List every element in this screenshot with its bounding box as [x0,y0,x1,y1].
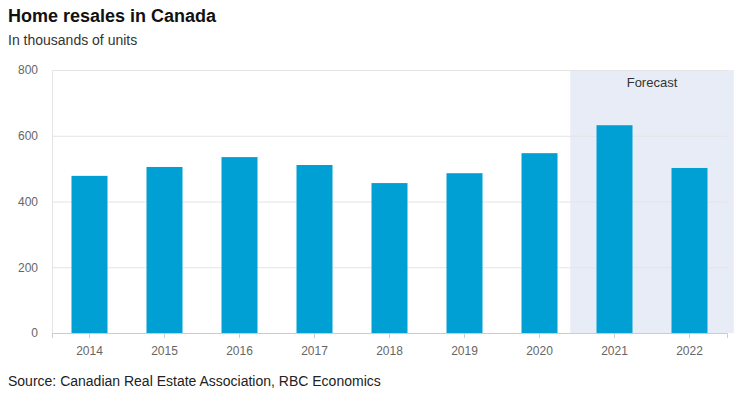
bar [147,167,183,333]
x-tick: 2022 [676,333,703,358]
bars [72,125,708,333]
y-tick-label: 200 [18,261,38,275]
x-tick-mark [164,333,165,338]
y-tick-label: 600 [18,129,38,143]
annotation: Forecast [627,75,678,90]
bar [297,165,333,333]
x-tick-label: 2021 [601,344,628,358]
x-tick: 2017 [301,333,328,358]
y-tick-label: 0 [31,326,38,340]
x-tick-label: 2014 [76,344,103,358]
title: Home resales in Canada [8,6,217,26]
x-tick: 2016 [226,333,253,358]
bar [597,125,633,333]
x-tick: 2014 [76,333,103,358]
x-tick-mark [689,333,690,338]
x-tick-mark [239,333,240,338]
x-tick: 2015 [151,333,178,358]
bar [72,176,108,333]
x-tick-mark [314,333,315,338]
source: Source: Canadian Real Estate Association… [8,373,381,389]
x-tick: 2018 [376,333,403,358]
bar [522,153,558,333]
y-tick-label: 400 [18,195,38,209]
x-tick-label: 2015 [151,344,178,358]
x-tick-mark [389,333,390,338]
y-axis-line [53,71,728,334]
y-tick: 800 [18,63,727,77]
bar [672,168,708,333]
subtitle: In thousands of units [8,32,137,48]
x-tick-label: 2016 [226,344,253,358]
x-tick-mark [89,333,90,338]
bar [447,173,483,333]
x-tick: 2020 [526,333,553,358]
bar [222,157,258,333]
grid-line [52,70,727,71]
x-tick-label: 2017 [301,344,328,358]
x-tick-mark [464,333,465,338]
x-tick-label: 2020 [526,344,553,358]
x-tick-mark [539,333,540,338]
x-tick: 2021 [601,333,628,358]
y-tick-label: 800 [18,63,38,77]
x-tick-label: 2018 [376,344,403,358]
bar [372,183,408,333]
y-axis: 0 200 400 600 800 [18,63,727,340]
x-tick-label: 2022 [676,344,703,358]
x-tick: 2019 [451,333,478,358]
chart: Forecast02004006008002014201520162017201… [0,0,750,401]
x-tick-mark [614,333,615,338]
x-axis: 2014 2015 2016 2017 2018 2019 2020 2021 2022 [53,333,728,358]
x-tick-label: 2019 [451,344,478,358]
x-axis-line [53,334,728,339]
